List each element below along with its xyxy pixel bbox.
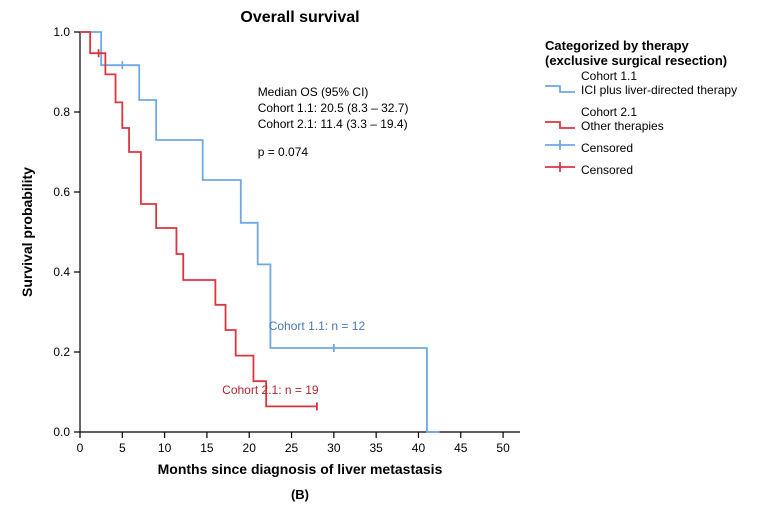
y-tick-label: 0.2 — [53, 345, 70, 359]
x-tick-label: 20 — [243, 441, 257, 455]
x-tick-label: 0 — [77, 441, 84, 455]
y-tick-label: 0.6 — [53, 185, 70, 199]
y-tick-label: 0.8 — [53, 105, 70, 119]
y-axis-label: Survival probability — [19, 167, 35, 297]
y-tick-label: 0.0 — [53, 425, 70, 439]
legend-title: Categorized by therapy — [545, 38, 690, 53]
y-tick-label: 0.4 — [53, 265, 70, 279]
x-tick-label: 10 — [158, 441, 172, 455]
chart-annotation: Cohort 2.1: 11.4 (3.3 – 19.4) — [258, 117, 408, 131]
chart-annotation: Median OS (95% CI) — [258, 85, 369, 99]
legend-title: (exclusive surgical resection) — [545, 53, 727, 68]
series-inline-label-cohort11: Cohort 1.1: n = 12 — [269, 319, 366, 333]
survival-chart: Overall survival 0 5 10 15 20 25 30 35 40 45 50 0.0 0… — [0, 0, 780, 507]
chart-annotation: p = 0.074 — [258, 145, 309, 159]
x-tick-label: 5 — [119, 441, 126, 455]
panel-label: (B) — [291, 487, 309, 502]
legend-item-label: Cohort 2.1 — [581, 105, 637, 119]
x-tick-label: 40 — [412, 441, 426, 455]
legend-item-sublabel: ICI plus liver-directed therapy — [581, 83, 737, 97]
x-tick-label: 30 — [327, 441, 341, 455]
legend-item-label: Cohort 1.1 — [581, 69, 637, 83]
x-tick-label: 45 — [454, 441, 468, 455]
x-axis-label: Months since diagnosis of liver metastas… — [158, 461, 443, 477]
legend-item-label: Censored — [581, 163, 633, 177]
y-tick-label: 1.0 — [53, 25, 70, 39]
x-tick-label: 50 — [496, 441, 510, 455]
legend-item-label: Censored — [581, 141, 633, 155]
x-tick-label: 15 — [200, 441, 214, 455]
chart-annotation: Cohort 1.1: 20.5 (8.3 – 32.7) — [258, 101, 409, 115]
x-tick-label: 25 — [285, 441, 299, 455]
chart-title: Overall survival — [240, 9, 359, 26]
x-tick-label: 35 — [369, 441, 383, 455]
legend-item-sublabel: Other therapies — [581, 119, 664, 133]
series-inline-label-cohort21: Cohort 2.1: n = 19 — [222, 383, 319, 397]
